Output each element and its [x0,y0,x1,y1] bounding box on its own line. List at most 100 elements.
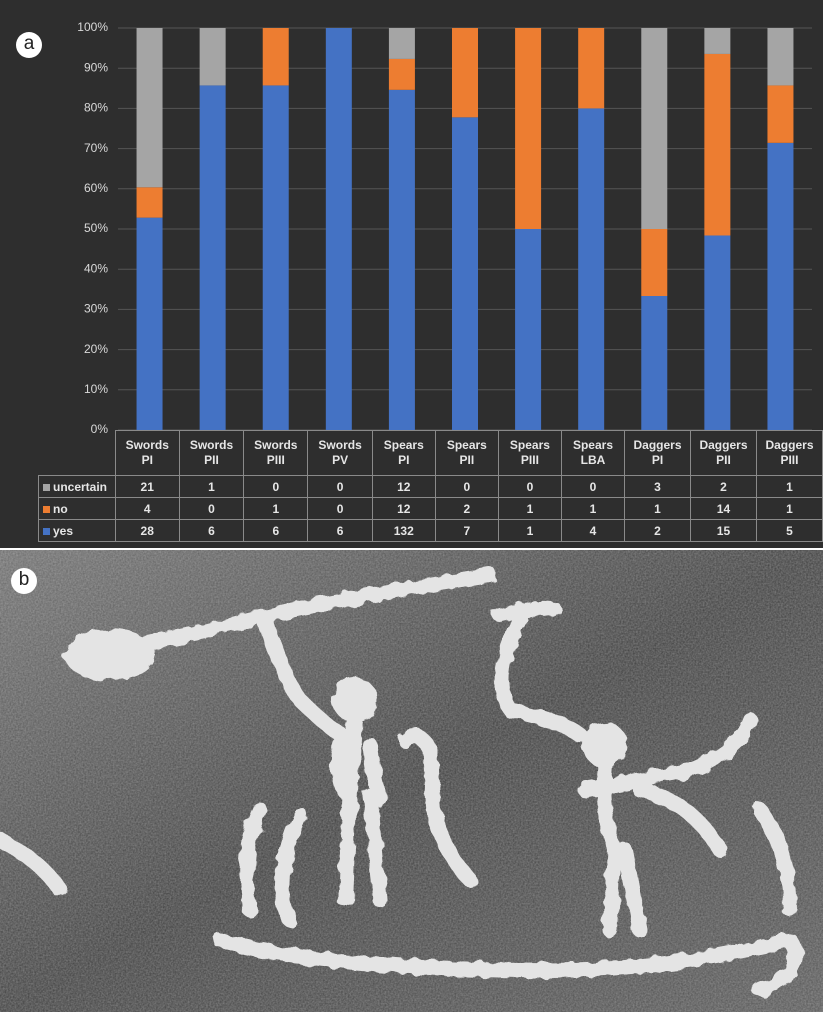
bar-segment [704,28,730,54]
bar-segment [326,28,352,430]
y-tick-label: 10% [84,382,108,396]
y-tick-label: 70% [84,141,108,155]
bar-segment [137,28,163,187]
table-value: 4 [115,498,179,520]
table-value: 28 [115,520,179,542]
category-label: Spears PIII [498,431,561,476]
bar-segment [452,117,478,430]
table-value: 2 [435,498,498,520]
table-value: 1 [625,498,691,520]
y-tick-label: 20% [84,342,108,356]
legend-entry: no [39,498,116,520]
table-value: 21 [115,476,179,498]
table-value: 2 [691,476,757,498]
bar-segment [200,85,226,430]
table-value: 14 [691,498,757,520]
panel-label: b [11,568,37,594]
bar-segment [704,235,730,430]
category-label: Spears PII [435,431,498,476]
legend-entry: yes [39,520,116,542]
table-value: 0 [244,476,308,498]
table-value: 15 [691,520,757,542]
rock-carving-photo [0,550,823,1012]
table-value: 1 [244,498,308,520]
category-label: Spears LBA [561,431,624,476]
bar-segment [767,85,793,142]
table-value: 0 [308,498,372,520]
table-value: 2 [625,520,691,542]
bar-segment [515,229,541,430]
table-value: 1 [498,498,561,520]
table-value: 6 [244,520,308,542]
table-corner [39,431,116,476]
bar-segment [452,28,478,117]
y-tick-label: 80% [84,101,108,115]
category-label: Daggers PI [625,431,691,476]
legend-swatch [43,528,50,535]
bar-segment [767,143,793,430]
bar-segment [137,187,163,217]
table-value: 12 [372,476,435,498]
page: 0%10%20%30%40%50%60%70%80%90%100% Swords… [0,0,823,1012]
bar-segment [389,59,415,90]
table-value: 1 [179,476,243,498]
legend-label: uncertain [53,480,107,494]
bar-segment [641,229,667,296]
legend-label: no [53,502,68,516]
y-tick-label: 50% [84,221,108,235]
legend-label: yes [53,524,73,538]
bar-segment [578,108,604,430]
table-value: 0 [498,476,561,498]
table-value: 4 [561,520,624,542]
bar-segment [578,28,604,108]
bar-segment [389,28,415,59]
bar-segment [767,28,793,85]
y-tick-label: 40% [84,261,108,275]
bar-segment [641,296,667,430]
bar-segment [200,28,226,85]
table-value: 0 [179,498,243,520]
bar-segment [263,85,289,430]
table-value: 0 [435,476,498,498]
category-label: Swords PIII [244,431,308,476]
bar-segment [515,28,541,229]
bar-segment [263,28,289,85]
category-label: Swords PI [115,431,179,476]
category-label: Swords PII [179,431,243,476]
bar-segment [389,90,415,430]
bar-segment [704,54,730,236]
y-tick-label: 60% [84,181,108,195]
table-value: 1 [561,498,624,520]
bar-segment [137,218,163,430]
table-value: 1 [756,476,822,498]
table-value: 7 [435,520,498,542]
y-tick-label: 100% [77,20,108,34]
table-value: 1 [498,520,561,542]
y-tick-label: 90% [84,60,108,74]
y-tick-label: 30% [84,302,108,316]
legend-swatch [43,484,50,491]
table-value: 0 [561,476,624,498]
table-value: 12 [372,498,435,520]
bar-segment [641,28,667,229]
legend-entry: uncertain [39,476,116,498]
category-label: Daggers PII [691,431,757,476]
table-value: 6 [179,520,243,542]
table-value: 0 [308,476,372,498]
legend-swatch [43,506,50,513]
category-label: Swords PV [308,431,372,476]
panel-label: a [16,32,42,58]
category-label: Spears PI [372,431,435,476]
table-value: 5 [756,520,822,542]
table-value: 6 [308,520,372,542]
chart-panel: 0%10%20%30%40%50%60%70%80%90%100% Swords… [0,0,823,548]
table-value: 1 [756,498,822,520]
table-value: 132 [372,520,435,542]
category-label: Daggers PIII [756,431,822,476]
table-value: 3 [625,476,691,498]
